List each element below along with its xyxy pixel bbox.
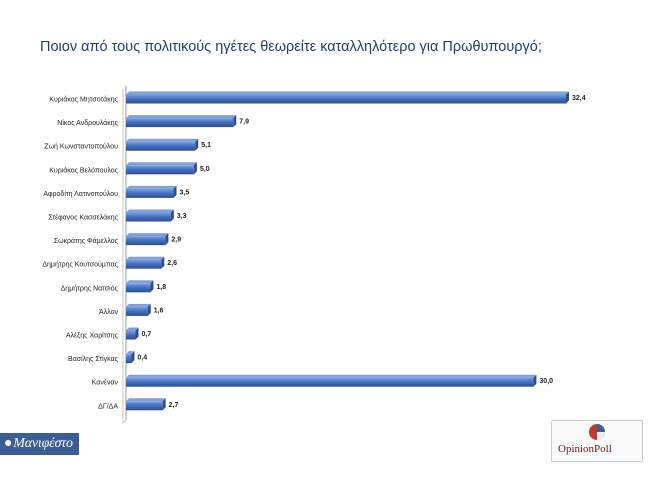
category-label: Δημήτρης Κουτσούμπας	[42, 261, 118, 269]
opinionpoll-logo-text: OpinionPoll	[558, 443, 612, 455]
value-label: 2,6	[167, 260, 177, 267]
category-label: Δημήτρης Νατσιός	[61, 284, 119, 292]
bar	[126, 209, 174, 222]
bar-end-face	[193, 162, 197, 175]
chart-title: Ποιον από τους πολιτικούς ηγέτες θεωρείτ…	[40, 39, 542, 55]
bar-top-face	[126, 138, 199, 142]
value-label: 3,3	[177, 213, 187, 220]
bar-front-face	[126, 212, 171, 222]
bar-top-face	[126, 303, 151, 307]
bar	[126, 256, 165, 269]
value-label: 7,9	[239, 119, 249, 126]
bar-end-face	[533, 374, 537, 387]
category-label: Αλέξης Χαρίτσης	[66, 332, 119, 340]
bar	[126, 280, 154, 293]
bar-front-face	[126, 377, 534, 387]
category-label: Στέφανος Κασσελάκης	[48, 214, 118, 222]
axis-corner-line	[122, 419, 127, 424]
category-label: Άλλον	[99, 309, 118, 316]
bar-end-face	[566, 91, 569, 104]
opinionpoll-logo: OpinionPoll	[551, 420, 643, 462]
bar-end-face	[195, 138, 199, 151]
bar-front-face	[126, 306, 148, 316]
value-label: 1,6	[154, 307, 164, 314]
bar-top-face	[126, 162, 197, 166]
bar	[126, 351, 135, 364]
bar-top-face	[126, 351, 135, 355]
value-label: 0,7	[142, 331, 152, 338]
category-label: Κανέναν	[92, 379, 119, 387]
bar-top-face	[126, 209, 174, 213]
manifesto-logo-text: Μανιφέστο	[13, 436, 73, 451]
category-label: Βασίλης Στίγκας	[68, 355, 119, 363]
bar-front-face	[126, 259, 162, 269]
bar	[126, 185, 177, 198]
value-label: 3,5	[180, 189, 190, 196]
value-label: 2,9	[171, 237, 181, 244]
bar-end-face	[147, 303, 151, 316]
bar-front-face	[126, 118, 234, 128]
manifesto-logo: ●Μανιφέστο	[0, 433, 79, 455]
bar	[126, 162, 197, 175]
category-label: Νίκος Ανδρουλάκης	[57, 119, 118, 127]
bar-end-face	[170, 209, 174, 222]
bar-front-face	[126, 165, 194, 175]
bar-end-face	[233, 115, 237, 128]
value-label: 30,0	[539, 378, 553, 385]
bar-end-face	[135, 327, 139, 340]
bar-front-face	[126, 354, 132, 364]
bar-end-face	[173, 185, 177, 198]
value-label: 32,4	[572, 95, 586, 102]
bar	[126, 91, 569, 104]
bar-end-face	[162, 398, 166, 411]
bar-front-face	[126, 141, 196, 151]
bar	[126, 398, 166, 411]
bar-end-face	[131, 351, 135, 364]
bar-end-face	[161, 256, 165, 269]
category-label: Κυριάκος Μητσοτάκης	[49, 96, 118, 104]
value-label: 5,1	[201, 142, 211, 149]
bar-top-face	[126, 233, 169, 237]
bar-end-face	[165, 233, 169, 246]
bar-top-face	[126, 374, 537, 378]
bar-front-face	[126, 236, 166, 246]
bar	[126, 327, 139, 340]
bar	[126, 138, 199, 151]
value-label: 5,0	[200, 166, 210, 173]
category-label: ΔΓ/ΔΑ	[98, 403, 118, 410]
bar	[126, 233, 169, 246]
bar	[126, 115, 237, 128]
category-label: Αφροδίτη Λατινοπούλου	[43, 190, 118, 198]
manifesto-logo-mark: ●	[4, 436, 13, 451]
category-label: Κυριάκος Βελόπουλος	[49, 166, 118, 174]
bar-front-face	[126, 188, 174, 198]
opinionpoll-logo-mark	[589, 424, 605, 440]
value-label: 0,4	[137, 355, 147, 362]
bar-top-face	[126, 327, 139, 331]
bar-top-face	[126, 91, 569, 95]
bar-top-face	[126, 256, 165, 260]
bar-front-face	[126, 330, 136, 340]
bar-end-face	[150, 280, 154, 293]
bar-top-face	[126, 115, 237, 119]
bar-front-face	[126, 283, 151, 293]
category-label: Ζωή Κωνσταντοπούλου	[44, 143, 118, 151]
bar	[126, 374, 537, 387]
bar-top-face	[126, 398, 166, 402]
bar-top-face	[126, 280, 154, 284]
bar	[126, 303, 151, 316]
bar-top-face	[126, 185, 177, 189]
bar-front-face	[126, 401, 163, 411]
category-label: Σωκράτης Φάμελλος	[54, 237, 119, 245]
value-label: 2,7	[169, 402, 179, 409]
value-label: 1,8	[156, 284, 166, 291]
bar-front-face	[126, 94, 566, 104]
